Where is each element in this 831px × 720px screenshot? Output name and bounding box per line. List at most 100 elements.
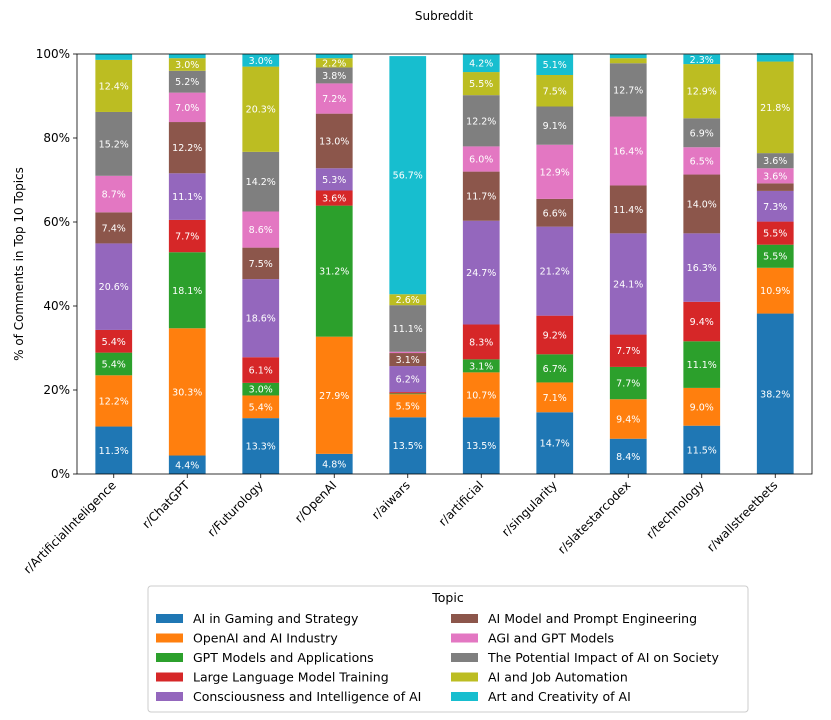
bar-segment xyxy=(536,198,574,227)
data-label: 4.4% xyxy=(175,460,199,471)
bar-segment xyxy=(389,56,427,295)
data-label: 10.9% xyxy=(760,286,790,297)
legend-swatch xyxy=(156,692,183,701)
bar-segment xyxy=(242,54,280,67)
data-label: 11.3% xyxy=(99,446,129,457)
bar-segment xyxy=(756,61,794,154)
bar-segment xyxy=(95,243,133,330)
data-label: 20.6% xyxy=(99,282,129,293)
data-label: 21.2% xyxy=(540,267,570,278)
data-label: 6.9% xyxy=(690,128,714,139)
bar-segment xyxy=(389,394,427,418)
bar-segment xyxy=(95,352,133,376)
legend-swatch xyxy=(451,653,478,662)
bar-segment xyxy=(609,334,647,367)
data-label: 9.0% xyxy=(690,402,714,413)
data-label: 8.4% xyxy=(616,452,640,463)
legend-swatch xyxy=(451,692,478,701)
legend-label: AI and Job Automation xyxy=(488,670,628,685)
legend: Topic AI in Gaming and Strategy OpenAI and… xyxy=(147,585,749,713)
data-label: 13.0% xyxy=(319,136,349,147)
bar-segment xyxy=(389,366,427,393)
data-label: 3.0% xyxy=(249,385,273,396)
data-label: 13.5% xyxy=(393,441,423,452)
data-label: 6.6% xyxy=(543,208,567,219)
x-tick-label: r/ArtificialInteligence xyxy=(21,478,119,576)
bar-segment xyxy=(315,83,353,114)
data-label: 15.2% xyxy=(99,139,129,150)
data-label: 5.1% xyxy=(543,60,567,71)
data-label: 3.1% xyxy=(396,355,420,366)
x-tick-label: r/wallstreetbets xyxy=(704,478,780,554)
data-label: 7.3% xyxy=(763,202,787,213)
bar-segment xyxy=(168,328,206,456)
bar-segment xyxy=(315,205,353,337)
bar-segment xyxy=(536,412,574,474)
data-label: 12.2% xyxy=(99,396,129,407)
bar-segment xyxy=(95,175,133,213)
data-label: 31.2% xyxy=(319,267,349,278)
data-label: 5.5% xyxy=(469,79,493,90)
data-label: 5.4% xyxy=(102,337,126,348)
data-label: 14.0% xyxy=(687,199,717,210)
bar-segment xyxy=(536,354,574,383)
data-label: 12.7% xyxy=(613,85,643,96)
bar-segment xyxy=(168,455,206,474)
x-tick-label: r/Futurology xyxy=(205,478,266,539)
data-label: 12.2% xyxy=(172,143,202,154)
bar-segment xyxy=(168,122,206,174)
y-tick-label: 80% xyxy=(43,131,70,145)
bar-segment xyxy=(609,116,647,186)
data-label: 7.1% xyxy=(543,393,567,404)
bar-segment xyxy=(389,305,427,352)
x-tick-label: r/aiwars xyxy=(369,478,413,522)
bar-segment xyxy=(462,324,500,360)
legend-swatch xyxy=(451,633,478,643)
bar-segment xyxy=(756,267,794,314)
bar-segment xyxy=(242,418,280,474)
data-label: 11.1% xyxy=(687,360,717,371)
data-label: 24.1% xyxy=(613,279,643,290)
bar-segment xyxy=(242,211,280,248)
data-label: 12.4% xyxy=(99,81,129,92)
bar-segment xyxy=(756,53,794,62)
data-label: 7.7% xyxy=(616,346,640,357)
data-label: 38.2% xyxy=(760,389,790,400)
data-label: 5.5% xyxy=(763,229,787,240)
data-label: 2.6% xyxy=(396,295,420,306)
data-label: 16.4% xyxy=(613,147,643,158)
bar-segment xyxy=(683,118,721,148)
bar-segment xyxy=(168,173,206,220)
y-tick-label: 60% xyxy=(43,215,70,229)
x-tick-label: r/singularity xyxy=(499,478,560,539)
data-label: 7.2% xyxy=(322,94,346,105)
legend-label: Consciousness and Intelligence of AI xyxy=(193,689,421,704)
bar-segment xyxy=(756,190,794,222)
data-label: 4.8% xyxy=(322,459,346,470)
data-label: 9.1% xyxy=(543,121,567,132)
bar-segment xyxy=(242,247,280,280)
data-label: 8.3% xyxy=(469,337,493,348)
bar-segment xyxy=(168,54,206,59)
data-label: 13.5% xyxy=(466,441,496,452)
bar-segment xyxy=(315,190,353,206)
bar-segment xyxy=(536,75,574,107)
legend-box xyxy=(147,585,749,713)
data-label: 30.3% xyxy=(172,387,202,398)
bar-segment xyxy=(609,399,647,439)
bar-segment xyxy=(95,59,133,112)
bar-segment xyxy=(756,313,794,474)
bar-segment xyxy=(315,336,353,454)
data-label: 20.3% xyxy=(246,105,276,116)
bar-segment xyxy=(168,219,206,253)
bar-segment xyxy=(462,220,500,325)
legend-label: AGI and GPT Models xyxy=(488,631,614,646)
bar-segment xyxy=(168,70,206,93)
data-label: 3.6% xyxy=(763,156,787,167)
data-label: 56.7% xyxy=(393,171,423,182)
legend-label: AI Model and Prompt Engineering xyxy=(488,611,697,626)
data-label: 7.7% xyxy=(616,379,640,390)
legend-title: Topic xyxy=(431,590,464,605)
legend-swatch xyxy=(451,614,478,623)
